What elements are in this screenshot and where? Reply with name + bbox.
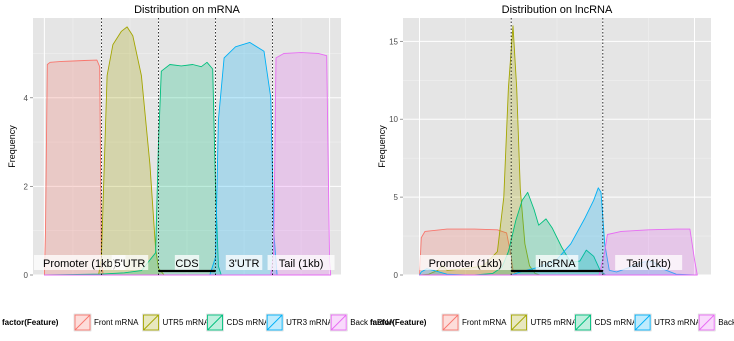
- region-label-bg: [615, 255, 683, 270]
- legend: factor(Feature) Front mRNA UTR5 mRNA CDS mR…: [2, 313, 394, 332]
- y-tick-label: 0: [394, 271, 399, 280]
- legend-key-slash: [442, 314, 459, 331]
- legend-key-slash: [575, 314, 591, 331]
- region-label: 3'UTR: [229, 258, 260, 270]
- legend-label: Front mRNA: [462, 318, 507, 327]
- region-label-bg: [419, 255, 512, 270]
- region-label: Promoter (1kb): [43, 258, 116, 270]
- region-label-bg: [34, 255, 126, 270]
- y-tick-label: 2: [24, 182, 29, 191]
- y-tick-label: 4: [24, 94, 29, 103]
- legend-key-slash: [266, 314, 283, 331]
- region-label: CDS: [175, 258, 198, 270]
- density-area-5: [43, 52, 332, 276]
- legend-label: Back mRNA: [718, 318, 734, 327]
- region-label-bg: [267, 255, 335, 270]
- y-tick-label: 5: [394, 193, 399, 202]
- legend-key-slash: [143, 314, 159, 331]
- legend-key-slash: [330, 314, 347, 331]
- region-label: Tail (1kb): [626, 258, 671, 270]
- chart-title: Distribution on mRNA: [134, 4, 240, 16]
- y-axis-label: Frequency: [7, 125, 17, 168]
- legend-title: factor(Feature): [2, 318, 59, 327]
- region-label-bg: [225, 255, 263, 270]
- legend-label: UTR5 mRNA: [163, 318, 210, 327]
- legend-key-slash: [698, 314, 715, 331]
- legend-label: UTR3 mRNA: [286, 318, 333, 327]
- legend-key-slash: [634, 314, 651, 331]
- legend-title: factor(Feature): [370, 318, 427, 327]
- legend-label: CDS mRNA: [227, 318, 270, 327]
- legend: factor(Feature) Front mRNA UTR5 mRNA CDS mR…: [370, 313, 734, 332]
- legend-label: Front mRNA: [94, 318, 139, 327]
- y-axis-label: Frequency: [377, 125, 387, 168]
- y-tick-label: 0: [24, 271, 29, 280]
- region-label-bg: [111, 255, 149, 270]
- legend-key-slash: [511, 314, 527, 331]
- region-label-bg: [535, 255, 579, 270]
- y-tick-label: 10: [389, 115, 398, 124]
- region-label: Promoter (1kb): [429, 258, 502, 270]
- legend-label: UTR3 mRNA: [654, 318, 701, 327]
- region-label: 5'UTR: [115, 258, 146, 270]
- region-label-bg: [174, 255, 200, 270]
- legend-label: Back mRNA: [350, 318, 394, 327]
- legend-label: CDS mRNA: [595, 318, 638, 327]
- chart-title: Distribution on lncRNA: [502, 4, 613, 16]
- y-tick-label: 15: [389, 37, 398, 46]
- chart-2: Promoter (1kb) lncRNA Tail (1kb) 0 5 10 15 Dist…: [370, 4, 734, 332]
- legend-key-slash: [207, 314, 223, 331]
- region-label: lncRNA: [538, 258, 576, 270]
- legend-label: UTR5 mRNA: [531, 318, 578, 327]
- legend-key-slash: [74, 314, 91, 331]
- region-label: Tail (1kb): [279, 258, 324, 270]
- chart-1: Promoter (1kb)5'UTR CDS 3'UTR Tail (1kb) 0 2 4…: [2, 4, 394, 332]
- density-area-3: [43, 61, 331, 276]
